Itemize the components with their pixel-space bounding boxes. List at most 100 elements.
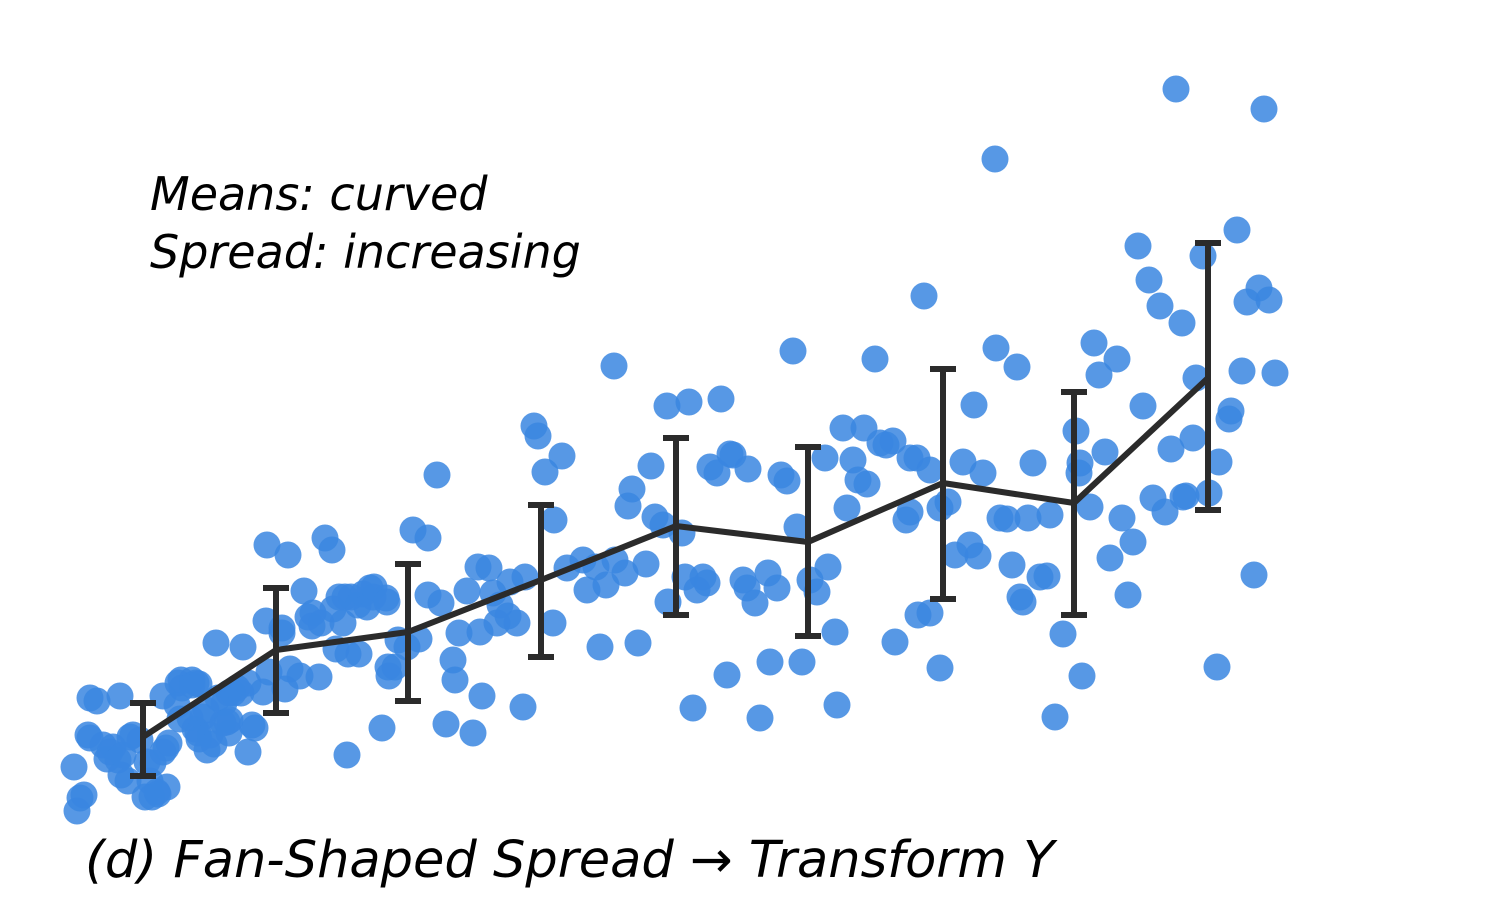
scatter-point: [1203, 653, 1231, 681]
scatter-point: [637, 452, 665, 480]
scatter-point: [1255, 286, 1283, 314]
scatter-point: [896, 498, 924, 526]
scatter-point: [503, 609, 531, 637]
scatter-point: [368, 714, 396, 742]
scatter-point: [910, 282, 938, 310]
scatter-point: [1151, 498, 1179, 526]
scatter-point: [1041, 703, 1069, 731]
scatter-point: [540, 506, 568, 534]
scatter-point: [969, 459, 997, 487]
scatter-point: [185, 670, 213, 698]
scatter-point: [998, 551, 1026, 579]
scatter-point: [475, 554, 503, 582]
scatter-point: [1003, 353, 1031, 381]
scatter-point: [524, 422, 552, 450]
scatter-point: [155, 729, 183, 757]
scatter-point: [1250, 95, 1278, 123]
scatter-point: [268, 619, 296, 647]
scatter-point: [1114, 581, 1142, 609]
scatter-point: [811, 444, 839, 472]
scatter-point: [624, 629, 652, 657]
scatter-point: [548, 442, 576, 470]
scatter-point: [253, 531, 281, 559]
scatter-point: [982, 334, 1010, 362]
scatter-point: [1223, 216, 1251, 244]
annotation-line-spread: Spread: increasing: [150, 224, 581, 279]
scatter-point: [1261, 359, 1289, 387]
scatter-point: [1033, 562, 1061, 590]
scatter-point: [432, 710, 460, 738]
scatter-point: [1103, 345, 1131, 373]
scatter-point: [1205, 448, 1233, 476]
scatter-point: [1096, 544, 1124, 572]
scatter-point: [773, 467, 801, 495]
scatter-point: [821, 618, 849, 646]
scatter-point: [675, 388, 703, 416]
scatter-point: [414, 524, 442, 552]
scatter-point: [926, 654, 954, 682]
scatter-point: [153, 773, 181, 801]
scatter-point: [653, 392, 681, 420]
scatter-point: [693, 569, 721, 597]
scatter-point: [1049, 620, 1077, 648]
scatter-point: [861, 345, 889, 373]
scatter-point: [539, 609, 567, 637]
scatter-point: [1119, 528, 1147, 556]
scatter-point: [713, 661, 741, 689]
scatter-point: [783, 513, 811, 541]
scatter-point: [427, 589, 455, 617]
scatter-point: [788, 648, 816, 676]
scatter-point: [1066, 449, 1094, 477]
scatter-point: [1168, 309, 1196, 337]
scatter-point: [216, 706, 244, 734]
scatter-point: [916, 599, 944, 627]
scatter-point: [1108, 504, 1136, 532]
scatter-point: [746, 704, 774, 732]
scatter-point: [274, 541, 302, 569]
scatter-point: [600, 352, 628, 380]
scatter-point: [202, 629, 230, 657]
scatter-point: [703, 459, 731, 487]
scatter-point: [381, 653, 409, 681]
scatter-point: [679, 694, 707, 722]
error-bar: [1195, 240, 1221, 513]
scatter-point: [70, 781, 98, 809]
scatter-point: [949, 448, 977, 476]
scatter-point: [1076, 493, 1104, 521]
scatter-point: [586, 633, 614, 661]
scatter-point: [1124, 232, 1152, 260]
scatter-point: [373, 588, 401, 616]
scatter-point: [1080, 329, 1108, 357]
scatter-point: [1091, 438, 1119, 466]
scatter-point: [509, 693, 537, 721]
scatter-point: [345, 640, 373, 668]
scatter-point: [453, 577, 481, 605]
scatter-point: [833, 494, 861, 522]
scatter-point: [423, 461, 451, 489]
scatter-point: [441, 666, 469, 694]
scatter-point: [1146, 292, 1174, 320]
scatter-point: [779, 337, 807, 365]
annotation-text: Means: curved Spread: increasing: [150, 166, 581, 282]
annotation-line-means: Means: curved: [150, 167, 488, 221]
scatter-point: [333, 741, 361, 769]
scatter-point: [829, 414, 857, 442]
scatter-point: [83, 687, 111, 715]
scatter-point: [853, 470, 881, 498]
scatter-point: [611, 559, 639, 587]
scatter-point: [1172, 482, 1200, 510]
scatter-point: [290, 577, 318, 605]
scatter-point: [993, 505, 1021, 533]
scatter-point: [632, 550, 660, 578]
scatter-point: [60, 753, 88, 781]
scatter-point: [981, 145, 1009, 173]
scatter-point: [934, 488, 962, 516]
scatter-point: [814, 553, 842, 581]
scatter-point: [229, 633, 257, 661]
scatter-point: [881, 628, 909, 656]
scatter-point: [241, 714, 269, 742]
scatter-point: [823, 691, 851, 719]
error-bar: [130, 700, 156, 779]
